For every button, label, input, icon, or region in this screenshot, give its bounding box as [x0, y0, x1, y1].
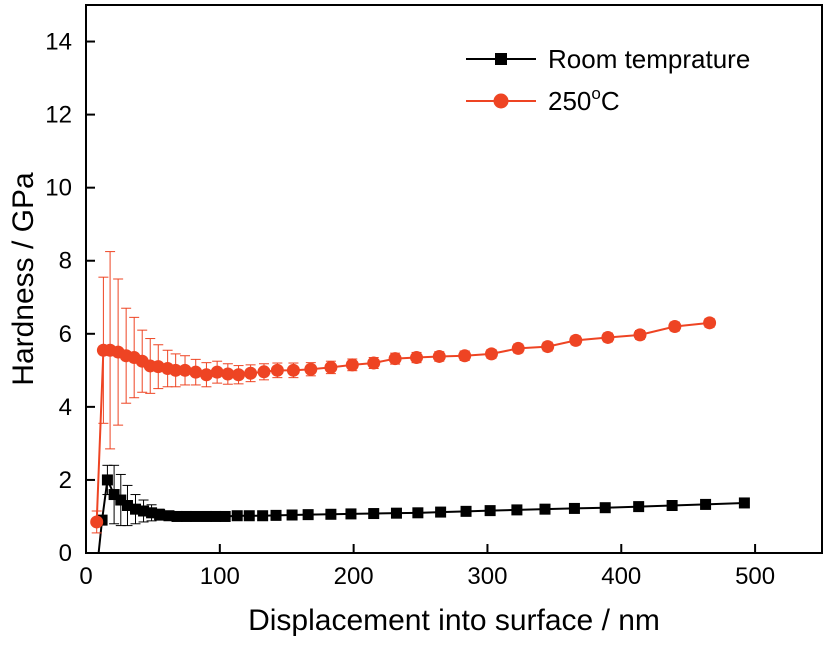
data-point	[121, 500, 133, 512]
data-point	[108, 489, 120, 501]
legend-marker-room	[495, 53, 507, 65]
data-point	[171, 510, 183, 522]
data-point	[432, 349, 446, 363]
data-point	[91, 566, 102, 577]
legend-label-250c: 250oC	[548, 84, 620, 116]
y-tick-label: 10	[45, 175, 72, 202]
x-tick-label: 100	[200, 563, 240, 590]
series-line	[97, 476, 745, 553]
data-point	[601, 330, 615, 344]
data-point	[257, 510, 269, 522]
series-0-group	[91, 464, 750, 577]
legend: Room temprature 250oC	[466, 44, 750, 116]
data-point	[738, 497, 750, 509]
data-point	[243, 510, 255, 522]
data-point	[388, 352, 402, 366]
x-tick-label: 0	[79, 563, 92, 590]
data-point	[599, 502, 611, 514]
data-point	[325, 508, 337, 520]
x-tick-label: 500	[735, 563, 775, 590]
legend-label-250c-value: 250	[548, 86, 591, 116]
data-point	[90, 515, 104, 529]
data-point	[484, 347, 498, 361]
series-1-group	[90, 251, 717, 534]
data-point	[130, 503, 142, 515]
data-point	[484, 505, 496, 517]
data-point	[163, 510, 175, 522]
data-point	[390, 507, 402, 519]
data-point	[511, 504, 523, 516]
data-point	[633, 501, 645, 513]
data-point	[190, 510, 202, 522]
data-point	[633, 328, 647, 342]
x-tick-label: 400	[601, 563, 641, 590]
data-point	[460, 505, 472, 517]
data-point	[231, 510, 243, 522]
data-point	[146, 507, 158, 519]
data-point	[412, 507, 424, 519]
data-point	[200, 510, 212, 522]
legend-label-250c-unit: C	[601, 86, 620, 116]
plot-frame	[85, 4, 823, 554]
data-point	[666, 500, 678, 512]
data-point	[178, 363, 192, 377]
data-point	[668, 319, 682, 333]
data-point	[270, 509, 282, 521]
data-point	[569, 333, 583, 347]
data-point	[210, 510, 222, 522]
y-tick-label: 14	[45, 29, 72, 56]
data-point	[368, 508, 380, 520]
data-point	[703, 316, 717, 330]
x-tick-label: 200	[334, 563, 374, 590]
data-point	[458, 349, 472, 363]
data-point	[189, 365, 203, 379]
data-point	[221, 367, 235, 381]
data-point	[541, 340, 555, 354]
y-tick-label: 12	[45, 102, 72, 129]
data-point	[232, 368, 246, 382]
data-point	[219, 510, 231, 522]
y-tick-label: 0	[59, 540, 72, 567]
data-point	[115, 494, 127, 506]
y-tick-label: 4	[59, 394, 72, 421]
y-tick-label: 6	[59, 321, 72, 348]
legend-label-250c-degree: o	[591, 84, 600, 103]
series-layer	[90, 251, 750, 577]
data-point	[180, 510, 192, 522]
data-point	[700, 498, 712, 510]
data-point	[270, 363, 284, 377]
x-tick-label: 300	[467, 563, 507, 590]
data-point	[286, 363, 300, 377]
data-point	[367, 356, 381, 370]
data-point	[539, 503, 551, 515]
y-tick-label: 2	[59, 467, 72, 494]
legend-label-room: Room temprature	[548, 44, 750, 74]
data-point	[138, 505, 150, 517]
data-point	[244, 366, 258, 380]
data-point	[101, 474, 113, 486]
data-point	[302, 509, 314, 521]
data-point	[345, 508, 357, 520]
data-point	[210, 365, 224, 379]
legend-marker-250c	[493, 93, 509, 109]
data-point	[410, 351, 424, 365]
data-point	[169, 363, 183, 377]
series-line	[95, 321, 710, 522]
data-point	[324, 360, 338, 374]
data-point	[286, 509, 298, 521]
data-point	[568, 502, 580, 514]
data-point	[345, 358, 359, 372]
data-point	[154, 509, 166, 521]
y-tick-label: 8	[59, 248, 72, 275]
axis-ticks: 0 100 200 300 400 500 0 2 4 6 8 10 12 14	[45, 29, 775, 590]
data-point	[199, 368, 213, 382]
x-axis-label: Displacement into surface / nm	[248, 604, 660, 637]
data-point	[304, 362, 318, 376]
data-point	[257, 365, 271, 379]
data-point	[511, 341, 525, 355]
data-point	[435, 506, 447, 518]
y-axis-label: Hardness / GPa	[7, 172, 40, 386]
